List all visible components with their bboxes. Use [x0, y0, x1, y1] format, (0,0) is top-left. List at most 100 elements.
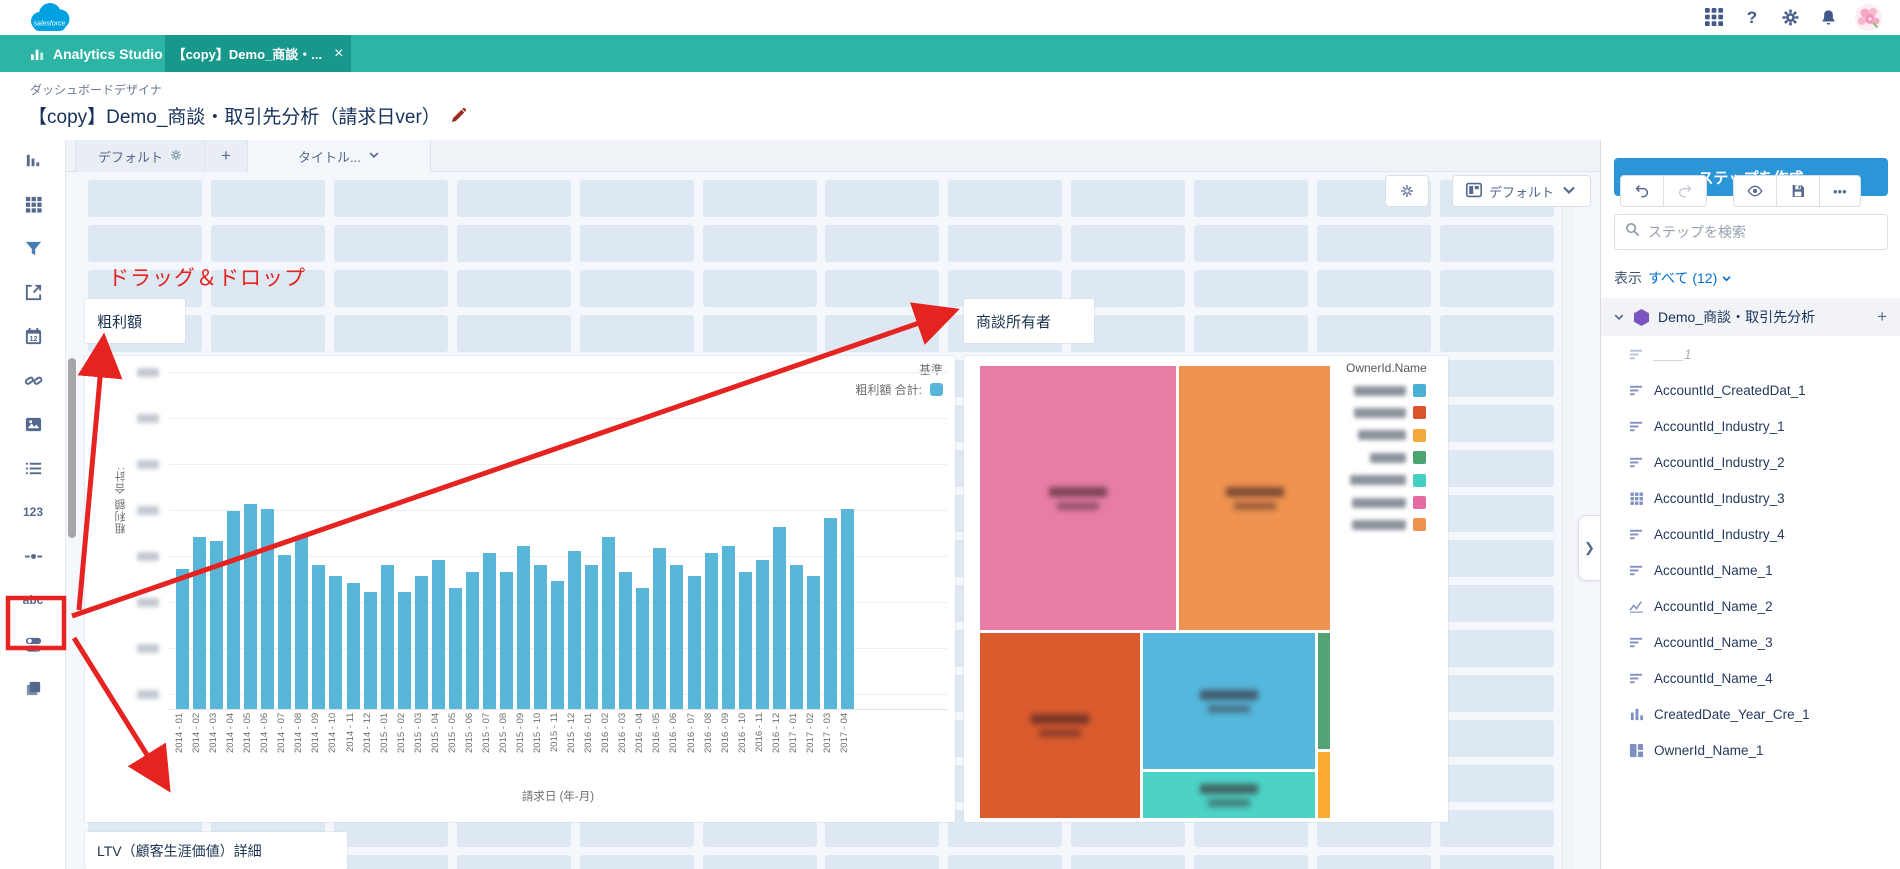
canvas-scrollbar[interactable]: ▲ — [1562, 180, 1574, 869]
bar-2016 - 06[interactable] — [670, 565, 684, 709]
page-gear-icon[interactable] — [170, 149, 182, 164]
bar-2014 - 01[interactable] — [176, 569, 189, 709]
treemap-cell-1[interactable] — [980, 366, 1176, 630]
step-item-AccountId-Name-1[interactable]: AccountId_Name_1 — [1601, 552, 1900, 588]
sidebar-tool-filter[interactable] — [0, 228, 66, 268]
treemap-legend-entry[interactable] — [1346, 496, 1426, 509]
sidebar-tool-link[interactable] — [0, 360, 66, 400]
dataset-group-header[interactable]: Demo_商談・取引先分析 + — [1601, 298, 1900, 336]
treemap-cell-7[interactable] — [1318, 752, 1330, 818]
bar-2017 - 04[interactable] — [840, 509, 854, 709]
step-item-AccountId-Industry-4[interactable]: AccountId_Industry_4 — [1601, 516, 1900, 552]
bar-2016 - 10[interactable] — [738, 572, 752, 709]
text-widget-ltv[interactable]: LTV（顧客生涯価値）詳細 — [85, 832, 347, 869]
bar-2014 - 09[interactable] — [312, 565, 326, 709]
text-widget-gross-profit[interactable]: 粗利額 — [85, 299, 185, 343]
layout-selector-button[interactable]: デフォルト — [1453, 176, 1591, 206]
canvas-scrollbar-thumb[interactable] — [67, 358, 76, 538]
title-tab[interactable]: タイトル... — [247, 140, 431, 172]
bar-2015 - 10[interactable] — [534, 565, 548, 709]
treemap-legend-entry[interactable] — [1346, 451, 1426, 465]
bar-2015 - 04[interactable] — [431, 560, 445, 709]
bar-2016 - 07[interactable] — [687, 576, 701, 709]
edit-pencil-icon[interactable] — [451, 108, 466, 123]
sidebar-tool-date[interactable]: 12 — [0, 316, 66, 356]
step-item-OwnerId-Name-1[interactable]: OwnerId_Name_1 — [1601, 732, 1900, 768]
treemap-legend-entry[interactable] — [1346, 428, 1426, 442]
bar-2016 - 12[interactable] — [772, 527, 786, 709]
bar-2015 - 07[interactable] — [482, 553, 496, 709]
open-dashboard-tab[interactable]: 【copy】Demo_商談・... × — [165, 35, 351, 72]
bar-2015 - 06[interactable] — [465, 572, 479, 709]
bar-chart-widget[interactable]: 基準 粗利額 合計: 粗利額 合計: 2014 - 01 2014 - 02 201… — [85, 356, 955, 822]
bar-2015 - 05[interactable] — [448, 588, 462, 709]
bar-2017 - 02[interactable] — [806, 576, 820, 709]
sidebar-tool-list[interactable] — [0, 448, 66, 488]
bar-2015 - 08[interactable] — [499, 572, 513, 709]
bar-2014 - 04[interactable] — [227, 511, 241, 709]
step-item-AccountId-Industry-1[interactable]: AccountId_Industry_1 — [1601, 408, 1900, 444]
bar-2014 - 07[interactable] — [278, 555, 292, 709]
bar-2016 - 03[interactable] — [619, 572, 633, 709]
sidebar-tool-toggle[interactable] — [0, 624, 66, 664]
bar-2014 - 05[interactable] — [244, 504, 258, 709]
step-item-1[interactable]: ____1 — [1601, 336, 1900, 372]
bar-2014 - 03[interactable] — [210, 541, 224, 709]
sidebar-tool-image[interactable] — [0, 404, 66, 444]
user-avatar[interactable] — [1855, 4, 1882, 31]
bar-2014 - 10[interactable] — [329, 576, 343, 709]
setup-gear-icon[interactable] — [1779, 7, 1801, 29]
treemap-widget[interactable]: OwnerId.Name — [964, 356, 1448, 822]
bar-2015 - 12[interactable] — [568, 551, 582, 709]
text-widget-opportunity-owner[interactable]: 商談所有者 — [964, 299, 1094, 343]
step-item-AccountId-CreatedDat-1[interactable]: AccountId_CreatedDat_1 — [1601, 372, 1900, 408]
preview-eye-button[interactable] — [1734, 176, 1777, 206]
analytics-studio-brand[interactable]: Analytics Studio — [30, 35, 163, 72]
step-item-AccountId-Industry-2[interactable]: AccountId_Industry_2 — [1601, 444, 1900, 480]
add-step-plus-icon[interactable]: + — [1877, 307, 1887, 326]
bar-2017 - 03[interactable] — [823, 518, 837, 709]
undo-button[interactable] — [1621, 176, 1664, 206]
bar-2015 - 02[interactable] — [397, 592, 411, 709]
treemap-legend-entry[interactable] — [1346, 406, 1426, 420]
bar-2015 - 09[interactable] — [517, 546, 530, 709]
bar-2014 - 06[interactable] — [261, 509, 275, 709]
bar-2014 - 11[interactable] — [346, 583, 360, 709]
treemap-cell-2[interactable] — [1179, 366, 1330, 630]
bar-2016 - 08[interactable] — [704, 553, 718, 709]
app-launcher-icon[interactable] — [1703, 7, 1725, 29]
sidebar-tool-chart[interactable] — [0, 140, 66, 180]
treemap-legend-entry[interactable] — [1346, 518, 1426, 532]
sidebar-tool-range[interactable] — [0, 536, 66, 576]
step-item-AccountId-Name-4[interactable]: AccountId_Name_4 — [1601, 660, 1900, 696]
bar-2016 - 02[interactable] — [602, 537, 616, 709]
treemap-cell-3[interactable] — [980, 633, 1140, 818]
sidebar-tool-container[interactable] — [0, 668, 66, 708]
add-page-tab[interactable]: + — [205, 140, 248, 172]
sidebar-tool-widget[interactable] — [0, 272, 66, 312]
bar-2015 - 03[interactable] — [414, 576, 428, 709]
panel-expand-handle[interactable]: ❯ — [1578, 515, 1600, 581]
treemap-cell-6[interactable] — [1318, 633, 1330, 749]
help-icon[interactable]: ? — [1746, 7, 1758, 27]
bar-2016 - 11[interactable] — [755, 560, 769, 709]
page-tab-default[interactable]: デフォルト — [75, 140, 206, 172]
step-search-box[interactable] — [1614, 214, 1888, 250]
bar-2016 - 05[interactable] — [653, 548, 667, 709]
bar-2016 - 09[interactable] — [721, 546, 735, 709]
treemap-legend-entry[interactable] — [1346, 384, 1426, 397]
more-actions-button[interactable]: ••• — [1820, 176, 1860, 206]
sidebar-tool-text[interactable]: abc — [22, 593, 44, 607]
notifications-bell-icon[interactable] — [1817, 7, 1839, 29]
step-item-CreatedDate-Year-Cre-1[interactable]: CreatedDate_Year_Cre_1 — [1601, 696, 1900, 732]
treemap-cell-4[interactable] — [1143, 633, 1315, 769]
sidebar-tool-table[interactable] — [0, 184, 66, 224]
step-search-input[interactable] — [1648, 224, 1858, 240]
sidebar-tool-number[interactable]: 123 — [22, 505, 44, 519]
treemap-cell-5[interactable] — [1143, 772, 1315, 818]
theme-sparkle-button[interactable] — [1386, 176, 1428, 206]
bar-2015 - 01[interactable] — [380, 565, 394, 709]
close-tab-icon[interactable]: × — [334, 44, 344, 62]
bar-2014 - 12[interactable] — [363, 592, 377, 709]
redo-button[interactable] — [1664, 176, 1706, 206]
